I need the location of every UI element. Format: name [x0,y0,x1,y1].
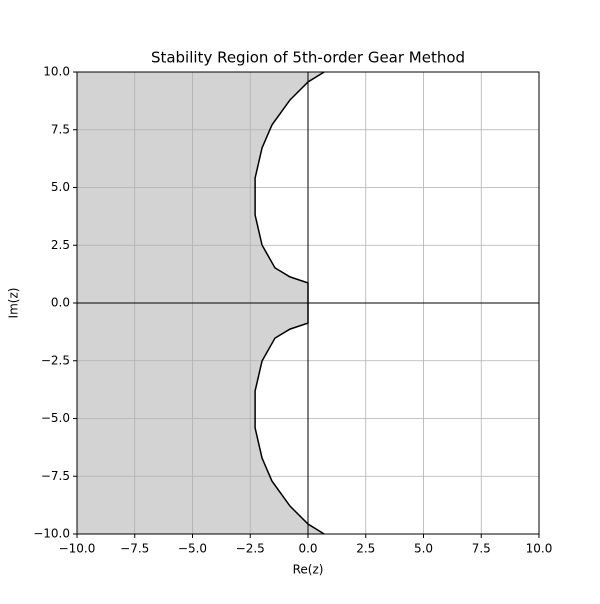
y-tick-label: 10.0 [43,65,70,79]
y-tick-label: 7.5 [51,122,70,136]
y-tick-label: −10.0 [33,527,70,541]
x-tick-label: 5.0 [414,542,433,556]
plot-frame [76,71,540,535]
y-tick-label: 2.5 [51,238,70,252]
y-tick-label: 0.0 [51,296,70,310]
x-tick-label: 7.5 [472,542,491,556]
y-tick-label: −2.5 [41,353,70,367]
boundary-line [254,71,325,535]
x-tick-label: 10.0 [526,542,553,556]
y-tick-label: −7.5 [41,469,70,483]
x-tick-label: −7.5 [120,542,149,556]
y-tick-label: −5.0 [41,411,70,425]
x-tick-label: 0.0 [298,542,317,556]
x-tick-label: 2.5 [356,542,375,556]
x-axis-label: Re(z) [293,563,324,577]
x-tick-label: −2.5 [236,542,265,556]
x-tick-label: −10.0 [59,542,96,556]
y-axis-label: Im(z) [7,288,21,319]
y-tick-label: 5.0 [51,180,70,194]
x-tick-label: −5.0 [178,542,207,556]
chart-title: Stability Region of 5th-order Gear Metho… [151,49,465,67]
